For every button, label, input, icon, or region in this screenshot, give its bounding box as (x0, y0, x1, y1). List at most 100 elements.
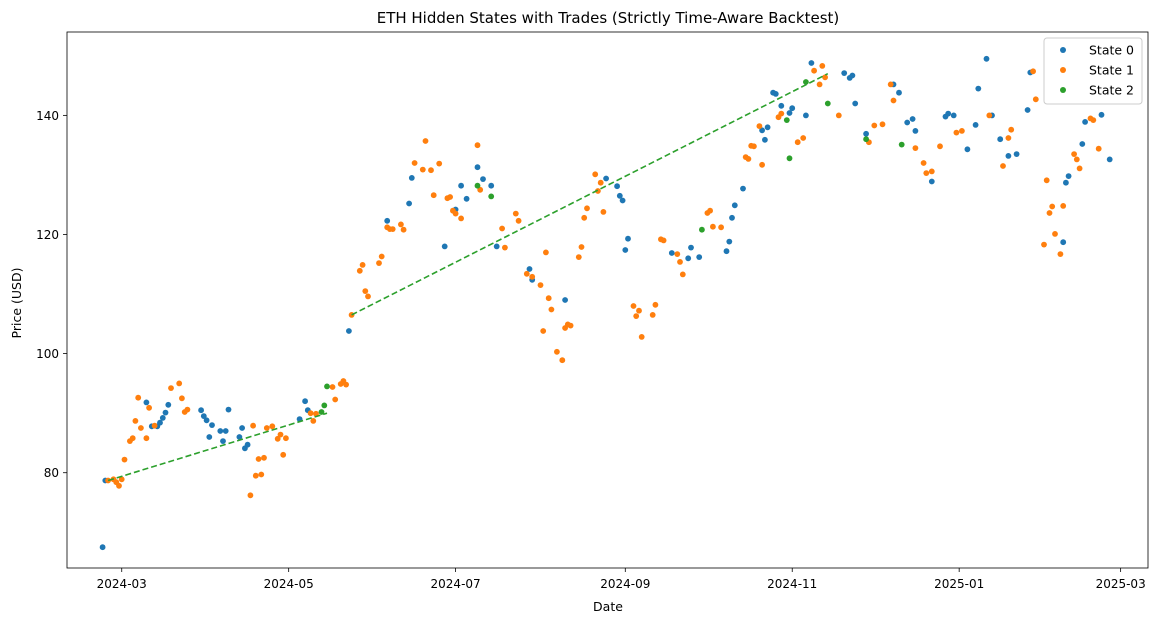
data-point (1098, 111, 1105, 118)
data-point (912, 127, 919, 134)
data-point (625, 235, 631, 242)
data-point (896, 89, 902, 96)
data-point (135, 394, 142, 401)
data-point (808, 60, 815, 66)
data-point (562, 297, 568, 303)
data-point (630, 303, 637, 309)
trade-line (107, 412, 328, 482)
data-point (928, 168, 935, 175)
data-point (652, 301, 659, 308)
data-point (964, 146, 971, 153)
data-point (674, 251, 681, 257)
data-point (1090, 117, 1097, 123)
data-point (1013, 151, 1020, 158)
data-point (99, 544, 106, 551)
data-point (923, 170, 930, 177)
data-point (250, 422, 256, 429)
data-point (1030, 68, 1036, 75)
data-point (143, 435, 150, 442)
data-point (206, 434, 213, 440)
x-tick-label: 2024-05 (264, 577, 314, 591)
data-point (849, 72, 856, 79)
data-point (803, 112, 809, 119)
data-point (863, 136, 869, 143)
data-point (225, 406, 232, 413)
data-point (430, 192, 437, 199)
data-point (398, 221, 404, 228)
data-point (1041, 241, 1047, 248)
data-point (356, 267, 363, 274)
data-point (660, 237, 667, 244)
data-point (176, 380, 183, 387)
legend-label: State 1 (1089, 63, 1134, 78)
data-point (726, 238, 733, 245)
data-point (975, 85, 982, 92)
data-point (1032, 96, 1039, 103)
data-point (636, 307, 642, 314)
data-point (638, 334, 645, 340)
data-point (543, 249, 549, 256)
data-point (759, 127, 765, 134)
data-point (668, 250, 675, 256)
data-point (803, 79, 809, 85)
data-point (786, 110, 793, 116)
data-point (685, 255, 692, 262)
data-point (121, 456, 128, 463)
data-point (600, 209, 607, 215)
data-point (622, 247, 629, 253)
data-point (359, 262, 366, 268)
legend: State 0 State 1 State 2 (1043, 37, 1143, 105)
data-point (277, 431, 284, 438)
data-point (554, 348, 560, 355)
data-point (1000, 163, 1006, 169)
legend-label: State 0 (1089, 43, 1134, 58)
data-point (376, 260, 382, 266)
data-point (1024, 107, 1031, 113)
data-point (816, 81, 823, 88)
data-point (502, 244, 508, 251)
data-point (318, 409, 325, 415)
data-point (1049, 203, 1056, 210)
data-point (332, 396, 339, 403)
data-point (138, 425, 144, 431)
legend-label: State 2 (1089, 83, 1134, 98)
data-point (118, 476, 125, 483)
data-point (239, 425, 246, 431)
data-point (184, 406, 191, 413)
axes: 2024-03 2024-05 2024-07 2024-09 2024-11 2025-… (36, 31, 1149, 591)
data-point (419, 166, 426, 173)
x-tick-label: 2025-01 (934, 577, 984, 591)
data-point (477, 186, 484, 193)
data-point (1095, 145, 1102, 152)
data-point (950, 112, 957, 119)
data-point (151, 422, 158, 429)
data-point (329, 384, 336, 390)
data-point (488, 182, 495, 189)
x-tick-label: 2024-03 (97, 577, 147, 591)
data-point (365, 293, 371, 300)
data-point (578, 244, 585, 250)
data-point (523, 270, 530, 277)
data-point (274, 435, 281, 442)
data-point (378, 253, 385, 260)
data-point (165, 401, 172, 408)
legend-box (1043, 37, 1143, 105)
data-point (1008, 126, 1015, 133)
data-point (384, 217, 391, 224)
data-point (321, 402, 328, 409)
data-point (540, 328, 547, 334)
data-point (537, 282, 544, 288)
data-point (879, 121, 886, 128)
data-point (307, 410, 314, 417)
data-point (200, 413, 207, 419)
data-point (116, 482, 122, 489)
data-point (1106, 156, 1113, 163)
x-tick-label: 2024-11 (767, 577, 817, 591)
data-point (811, 67, 817, 74)
data-point (731, 202, 738, 209)
data-point (592, 171, 599, 178)
data-point (649, 312, 656, 318)
data-point (871, 122, 878, 129)
data-point (343, 381, 349, 388)
legend-marker (1060, 87, 1066, 93)
